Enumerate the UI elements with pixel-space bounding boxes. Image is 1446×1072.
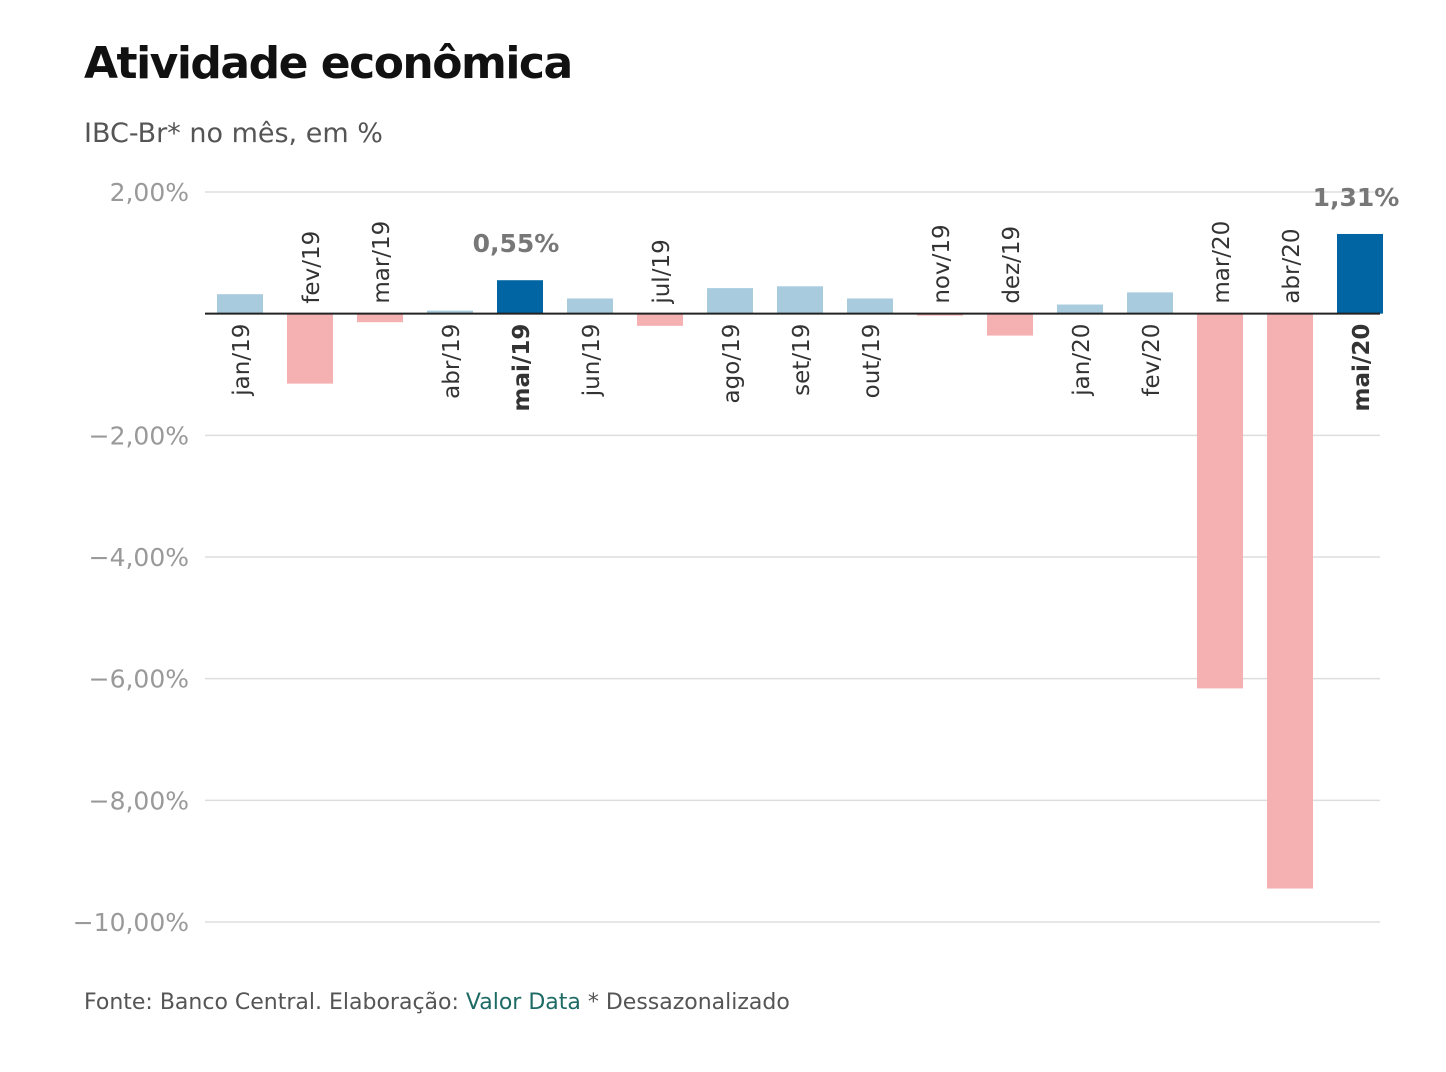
category-label: jun/19 (579, 324, 605, 398)
bar-abr-19 (427, 310, 473, 314)
category-label: jul/19 (649, 239, 675, 304)
y-tick-label: 2,00% (110, 178, 189, 207)
bar-jun-19 (567, 298, 613, 314)
category-label: fev/20 (1139, 324, 1165, 397)
category-label: mar/19 (369, 221, 395, 304)
chart-title: Atividade econômica (84, 38, 573, 89)
bar-fev-20 (1127, 292, 1173, 314)
category-label: mai/19 (509, 324, 535, 412)
bar-dez-19 (987, 313, 1033, 336)
y-tick-label: −10,00% (73, 908, 189, 937)
bar-mar-20 (1197, 313, 1243, 689)
category-label: fev/19 (299, 231, 325, 304)
value-annotation: 1,31% (1313, 183, 1400, 212)
category-label: mai/20 (1349, 324, 1375, 412)
bar-mai-20 (1337, 233, 1383, 314)
y-tick-label: −6,00% (89, 665, 189, 694)
category-label: ago/19 (719, 324, 745, 404)
bar-fev-19 (287, 313, 333, 384)
category-label: abr/20 (1279, 228, 1305, 303)
bar-jul-19 (637, 313, 683, 326)
category-label: dez/19 (999, 226, 1025, 304)
footnote-text: * Dessazonalizado (580, 990, 790, 1015)
valor-data-link[interactable]: Valor Data (465, 990, 581, 1015)
category-labels-layer: jan/19 fev/19 mar/19 abr/19 mai/19 jun/19 jul/… (229, 221, 1375, 412)
bar-out-19 (847, 298, 893, 314)
category-label: jan/20 (1069, 324, 1095, 397)
grid-layer: 2,00% −2,00% −4,00% −6,00% −8,00% −10,00% (73, 178, 1380, 937)
chart-footer: Fonte: Banco Central. Elaboração: Valor … (84, 990, 790, 1015)
value-annotation: 0,55% (473, 229, 560, 258)
source-text: Fonte: Banco Central. Elaboração: (84, 990, 466, 1015)
bar-mai-19 (497, 280, 543, 314)
bar-ago-19 (707, 288, 753, 314)
y-tick-label: −4,00% (89, 543, 189, 572)
y-tick-label: −8,00% (89, 786, 189, 815)
category-label: jan/19 (229, 324, 255, 397)
bars-layer (217, 233, 1383, 889)
bar-jan-19 (217, 294, 263, 314)
bar-mar-19 (357, 313, 403, 323)
category-label: abr/19 (439, 324, 465, 399)
category-label: set/19 (789, 324, 815, 396)
bar-abr-20 (1267, 313, 1313, 889)
bar-jan-20 (1057, 304, 1103, 314)
annotations-layer: 0,55% 1,31% (473, 183, 1400, 258)
y-tick-label: −2,00% (89, 421, 189, 450)
bar-set-19 (777, 286, 823, 314)
category-label: mar/20 (1209, 221, 1235, 304)
category-label: out/19 (859, 324, 885, 399)
chart-subtitle: IBC-Br* no mês, em % (84, 118, 383, 149)
category-label: nov/19 (929, 224, 955, 303)
